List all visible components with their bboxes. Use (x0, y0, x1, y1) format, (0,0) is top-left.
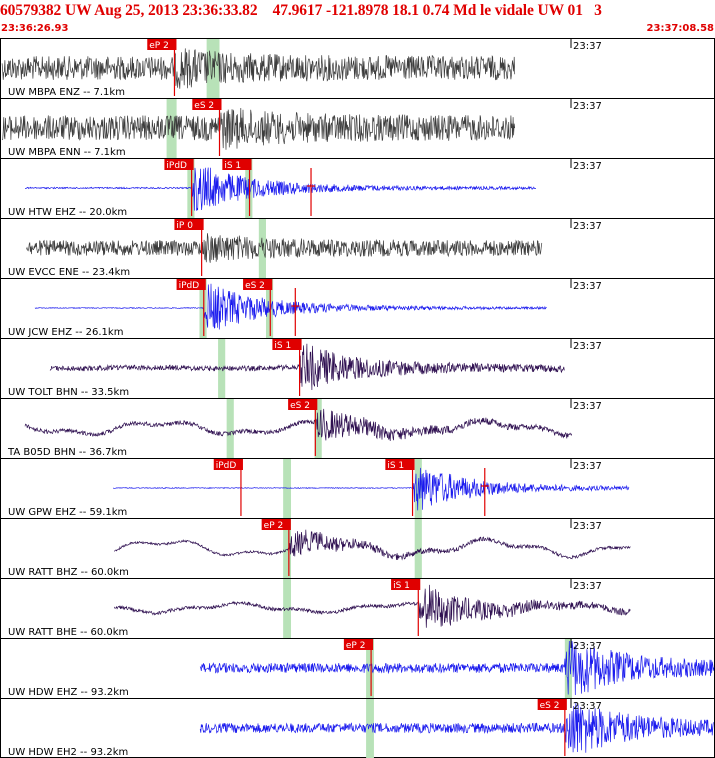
trace-row: eP 2 23:37 UW HDW EHZ -- 93.2km (0, 638, 715, 698)
pick-label: iP 0 (176, 221, 193, 231)
pick-label: iPdD (166, 161, 187, 171)
seismogram-panel: eP 2 23:37 UW MBPA ENZ -- 7.1km eS 2 23:37 UW… (0, 38, 715, 758)
minute-label: 23:37 (573, 221, 602, 232)
pick-label: eS 2 (194, 101, 214, 111)
pick-window-band (366, 699, 374, 758)
pick-label: iPdD (216, 461, 237, 471)
minute-label: 23:37 (573, 341, 602, 352)
waveform (25, 167, 536, 211)
waveform (112, 467, 630, 511)
pick-label: eP 2 (346, 641, 366, 651)
pick-window-band (414, 519, 422, 578)
waveform (34, 283, 547, 330)
event-header: 60579382 UW Aug 25, 2013 23:36:33.82 47.… (0, 0, 715, 38)
pick-flag[interactable] (343, 639, 374, 650)
pick-flag[interactable] (288, 399, 318, 410)
pick-window-band (265, 279, 274, 338)
station-label: TA B05D BHN -- 36.7km (7, 447, 127, 458)
pick-flag[interactable] (164, 159, 194, 170)
trace-row: iP 0 23:37 UW EVCC ENE -- 23.4km (0, 218, 715, 278)
minute-label: 23:37 (573, 401, 602, 412)
pick-label: iS 1 (387, 461, 404, 471)
waveform (26, 233, 543, 263)
waveform (114, 529, 631, 561)
minute-label: 23:37 (573, 521, 602, 532)
minute-label: 23:37 (573, 101, 602, 112)
pick-flag[interactable] (147, 39, 177, 50)
station-label: UW HTW EHZ -- 20.0km (8, 207, 127, 218)
waveform (49, 343, 565, 391)
minute-label: 23:37 (573, 641, 602, 652)
pick-label: eS 2 (540, 701, 560, 711)
station-label: UW RATT BHE -- 60.0km (8, 627, 128, 638)
minute-label: 23:37 (573, 161, 602, 172)
pick-window-band (283, 519, 292, 578)
minute-label: 23:37 (573, 281, 602, 292)
station-label: UW TOLT BHN -- 33.5km (8, 387, 129, 398)
trace-row: iPdD iS 1 23:37 UW GPW EHZ -- 59.1km (0, 458, 715, 518)
station-label: UW RATT BHZ -- 60.0km (8, 567, 129, 578)
station-label: UW GPW EHZ -- 59.1km (8, 507, 127, 518)
minute-label: 23:37 (573, 701, 602, 712)
station-label: UW JCW EHZ -- 26.1km (8, 327, 123, 338)
pick-flag[interactable] (272, 339, 302, 350)
trace-row: eS 2 23:37 UW MBPA ENN -- 7.1km (0, 98, 715, 158)
pick-flag[interactable] (261, 519, 291, 530)
start-time-label: 23:36:26.93 (1, 23, 69, 34)
trace-row: iS 1 23:37 UW TOLT BHN -- 33.5km (0, 338, 715, 398)
waveform (114, 584, 631, 628)
station-label: UW MBPA ENN -- 7.1km (8, 147, 126, 158)
pick-window-band (226, 399, 234, 458)
waveform (199, 640, 715, 696)
waveform (1, 107, 516, 150)
pick-flag[interactable] (213, 459, 243, 470)
pick-flag[interactable] (537, 699, 567, 710)
end-time-label: 23:37:08.58 (646, 23, 714, 34)
trace-row: iPdD eS 2 23:37 UW JCW EHZ -- 26.1km (0, 278, 715, 338)
trace-row: eP 2 23:37 UW RATT BHZ -- 60.0km (0, 518, 715, 578)
pick-label: iS 1 (274, 341, 291, 351)
trace-row: iPdD iS 1 23:37 UW HTW EHZ -- 20.0km (0, 158, 715, 218)
station-label: UW HDW EHZ -- 93.2km (8, 687, 129, 698)
pick-window-band (366, 639, 374, 698)
pick-window-band (218, 339, 226, 398)
pick-flag[interactable] (243, 279, 273, 290)
trace-row: eS 2 23:37 UW HDW EH2 -- 93.2km (0, 698, 715, 758)
pick-flag[interactable] (222, 159, 252, 170)
pick-label: iPdD (179, 281, 200, 291)
station-label: UW HDW EH2 -- 93.2km (8, 747, 128, 758)
trace-row: eP 2 23:37 UW MBPA ENZ -- 7.1km (1, 39, 602, 98)
event-title: 60579382 UW Aug 25, 2013 23:36:33.82 47.… (0, 2, 602, 19)
pick-flag[interactable] (391, 579, 421, 590)
pick-flag[interactable] (174, 219, 204, 230)
pick-flag[interactable] (176, 279, 206, 290)
pick-label: iS 1 (224, 161, 241, 171)
pick-flag[interactable] (385, 459, 415, 470)
station-label: UW EVCC ENE -- 23.4km (8, 267, 130, 278)
minute-label: 23:37 (573, 41, 602, 52)
pick-flag[interactable] (192, 99, 222, 110)
pick-label: eP 2 (264, 521, 284, 531)
pick-label: eS 2 (290, 401, 310, 411)
minute-label: 23:37 (573, 581, 602, 592)
minute-label: 23:37 (573, 461, 602, 472)
station-label: UW MBPA ENZ -- 7.1km (8, 87, 125, 98)
waveform (1, 48, 516, 89)
waveform (199, 702, 714, 753)
trace-row: eS 2 23:37 TA B05D BHN -- 36.7km (0, 398, 715, 458)
pick-label: eS 2 (245, 281, 265, 291)
pick-label: iS 1 (393, 581, 410, 591)
waveform (24, 408, 573, 442)
pick-label: eP 2 (149, 41, 169, 51)
trace-row: iS 1 23:37 UW RATT BHE -- 60.0km (0, 578, 715, 638)
